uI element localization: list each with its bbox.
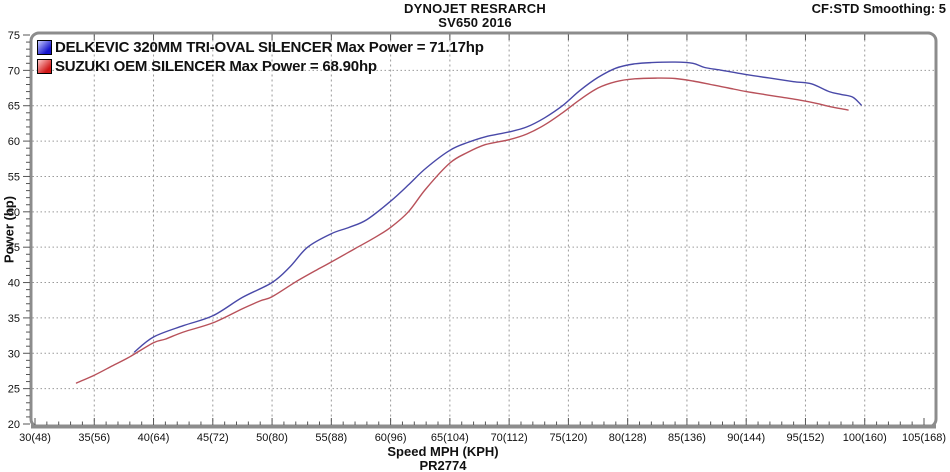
page-title: DYNOJET RESRARCH (404, 1, 546, 16)
x-tick-label: 80(128) (609, 432, 647, 444)
y-tick-label: 35 (8, 313, 20, 325)
x-tick-label: 30(48) (19, 432, 51, 444)
legend-item-delkevic: DELKEVIC 320MM TRI-OVAL SILENCER Max Pow… (37, 38, 484, 56)
legend-item-suzuki-oem: SUZUKI OEM SILENCER Max Power = 68.90hp (37, 57, 377, 75)
power-curve-delkevic-320mm-tri-oval-silencer (133, 61, 862, 353)
x-tick-label: 35(56) (78, 432, 110, 444)
x-axis-title: Speed MPH (KPH) (387, 444, 499, 459)
x-tick-label: 95(152) (787, 432, 825, 444)
page-subtitle: SV650 2016 (438, 15, 512, 30)
x-tick-label: 55(88) (315, 432, 347, 444)
x-tick-label: 65(104) (431, 432, 469, 444)
y-tick-label: 65 (8, 101, 20, 113)
y-tick-label: 70 (8, 65, 20, 77)
run-id: PR2774 (419, 458, 467, 472)
y-tick-label: 40 (8, 278, 20, 290)
y-tick-label: 50 (8, 207, 20, 219)
x-tick-label: 60(96) (375, 432, 407, 444)
y-tick-label: 30 (8, 348, 20, 360)
y-axis-title: Power (hp) (1, 195, 17, 264)
legend-label-delkevic: DELKEVIC 320MM TRI-OVAL SILENCER Max Pow… (55, 38, 484, 56)
x-tick-label: 100(160) (843, 432, 887, 444)
x-tick-label: 90(144) (727, 432, 765, 444)
x-tick-label: 105(168) (902, 432, 946, 444)
legend-swatch-blue (37, 39, 52, 55)
x-tick-label: 85(136) (668, 432, 706, 444)
legend-swatch-red (37, 58, 52, 74)
y-tick-label: 25 (8, 384, 20, 396)
legend-label-suzuki-oem: SUZUKI OEM SILENCER Max Power = 68.90hp (55, 57, 377, 75)
power-curve-suzuki-oem-silencer (75, 77, 849, 384)
x-tick-label: 45(72) (197, 432, 229, 444)
x-tick-label: 70(112) (491, 432, 528, 444)
y-tick-label: 45 (8, 242, 20, 254)
y-tick-label: 20 (8, 419, 20, 431)
y-tick-label: 55 (8, 171, 20, 183)
x-tick-label: 40(64) (138, 432, 170, 444)
plot-frame (29, 31, 938, 429)
x-tick-label: 75(120) (549, 432, 587, 444)
x-tick-label: 50(80) (256, 432, 288, 444)
smoothing-status: CF:STD Smoothing: 5 (811, 1, 946, 16)
y-tick-label: 75 (8, 30, 20, 42)
y-tick-label: 60 (8, 136, 20, 148)
